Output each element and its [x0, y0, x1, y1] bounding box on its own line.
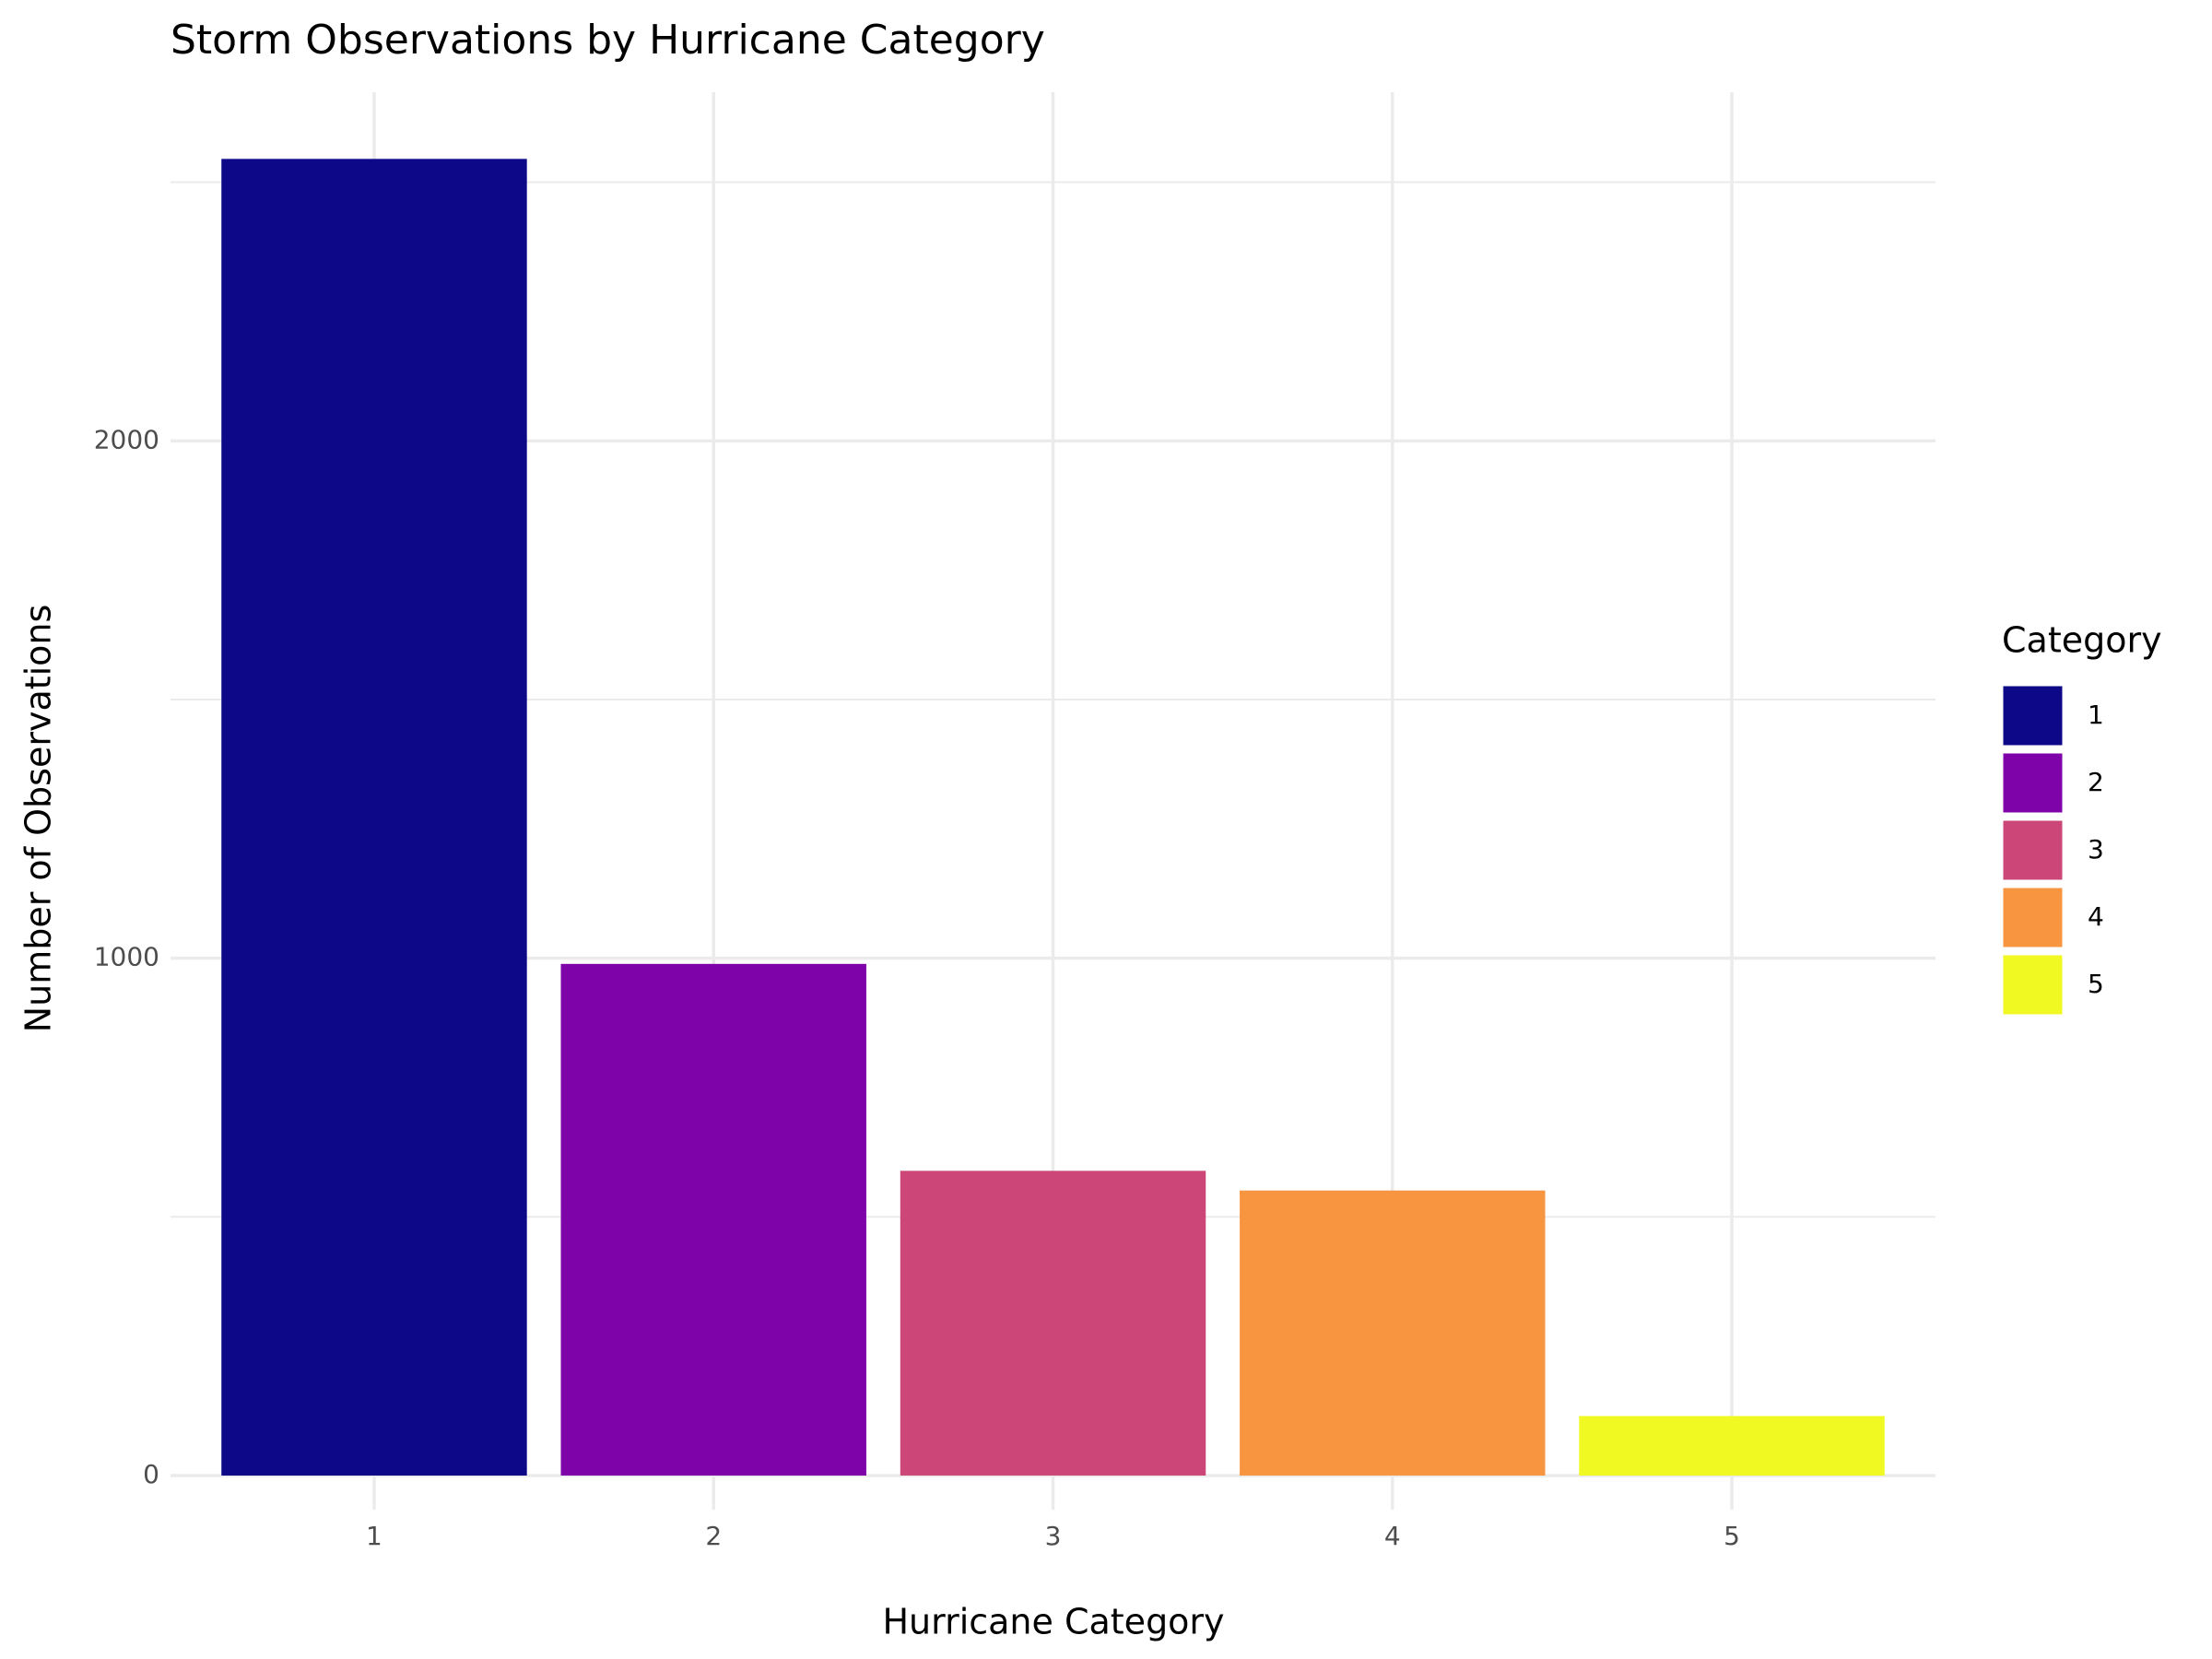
x-tick-label: 5 — [1724, 1521, 1740, 1551]
chart-title: Storm Observations by Hurricane Category — [171, 17, 1045, 64]
x-tick-label: 2 — [705, 1521, 722, 1551]
legend-key — [2000, 885, 2065, 950]
bar — [560, 963, 866, 1476]
y-tick-label: 1000 — [94, 942, 159, 972]
bar — [1240, 1190, 1546, 1476]
legend-key — [2000, 683, 2065, 748]
bar — [221, 159, 527, 1476]
legend-key — [2000, 952, 2065, 1018]
x-tick-label: 3 — [1045, 1521, 1062, 1551]
legend-label: 2 — [2088, 767, 2104, 797]
legend-label: 4 — [2088, 901, 2104, 932]
legend-label: 1 — [2088, 700, 2104, 730]
bar — [1579, 1416, 1885, 1476]
y-axis-title: Number of Observations — [18, 605, 59, 1033]
x-axis-title: Hurricane Category — [882, 1602, 1224, 1642]
x-tick-label: 1 — [366, 1521, 382, 1551]
bars — [221, 159, 1885, 1476]
legend-label: 3 — [2088, 834, 2104, 865]
x-tick-label: 4 — [1384, 1521, 1401, 1551]
legend: 1 2 3 4 5 — [2000, 683, 2104, 1018]
legend-key — [2000, 750, 2065, 816]
legend-key — [2000, 818, 2065, 883]
y-tick-label: 0 — [143, 1459, 159, 1489]
legend-title: Category — [2002, 620, 2162, 661]
bar — [900, 1171, 1206, 1476]
legend-label: 5 — [2088, 969, 2104, 999]
y-tick-label: 2000 — [94, 424, 159, 454]
